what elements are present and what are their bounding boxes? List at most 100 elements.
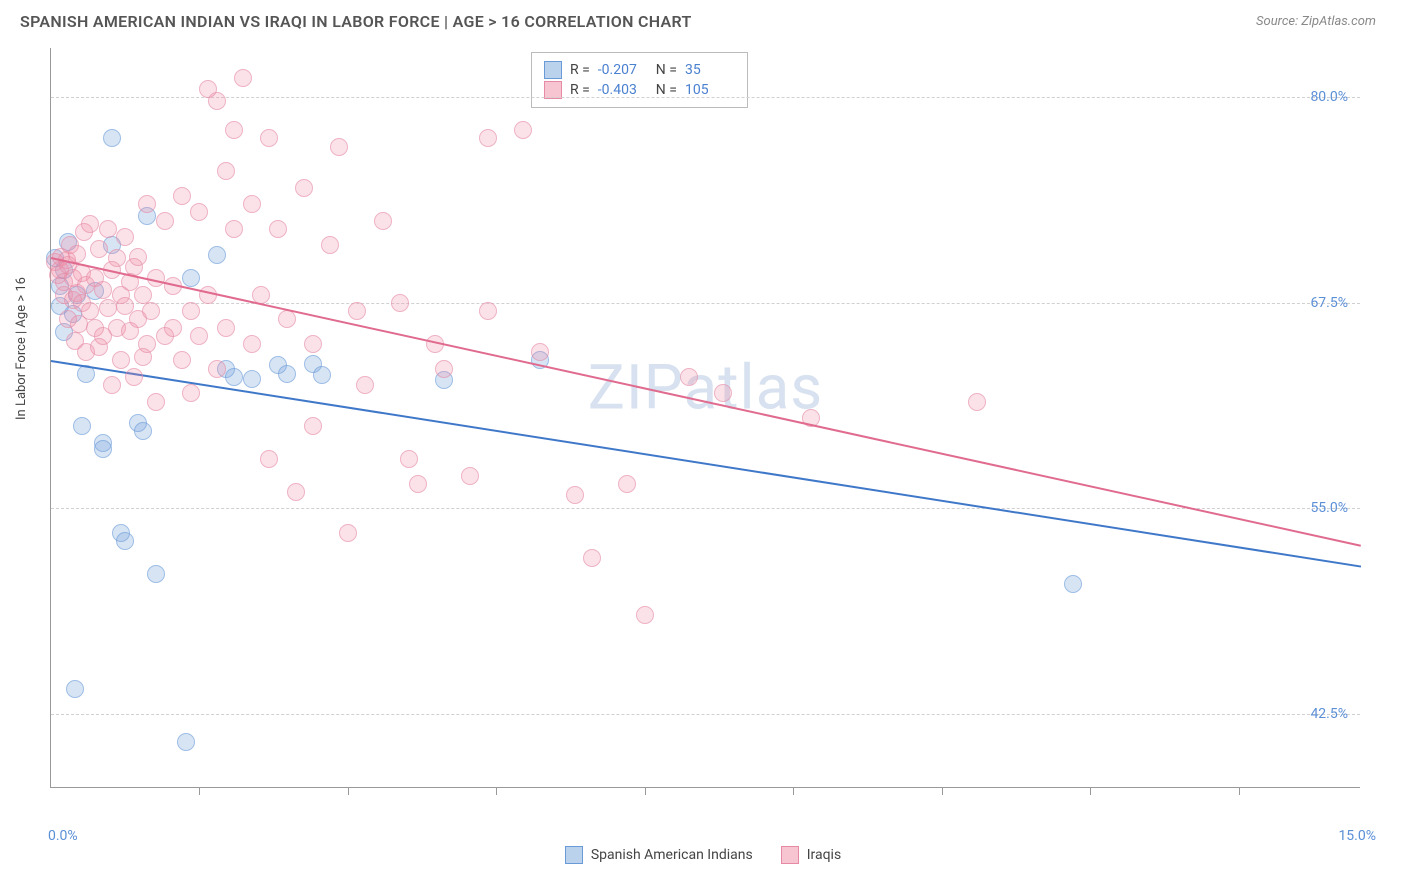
- scatter-point: [269, 220, 287, 238]
- scatter-point: [134, 422, 152, 440]
- scatter-point: [435, 360, 453, 378]
- swatch-pink-icon: [781, 846, 799, 864]
- r-label: R =: [570, 62, 590, 78]
- scatter-point: [142, 302, 160, 320]
- trend-line: [51, 257, 1361, 547]
- x-tick: [1090, 787, 1091, 795]
- scatter-point: [225, 121, 243, 139]
- stats-row-blue: R = -0.207 N = 35: [544, 61, 735, 79]
- scatter-point: [304, 417, 322, 435]
- watermark: ZIPatlas: [588, 351, 824, 424]
- x-tick: [793, 787, 794, 795]
- scatter-point: [409, 475, 427, 493]
- scatter-point: [243, 370, 261, 388]
- swatch-blue-icon: [544, 61, 562, 79]
- scatter-point: [94, 440, 112, 458]
- scatter-point: [116, 532, 134, 550]
- scatter-point: [147, 565, 165, 583]
- scatter-point: [243, 195, 261, 213]
- source-label: Source: ZipAtlas.com: [1256, 14, 1376, 29]
- scatter-point: [208, 92, 226, 110]
- scatter-point: [66, 680, 84, 698]
- scatter-point: [116, 228, 134, 246]
- scatter-point: [583, 549, 601, 567]
- scatter-point: [190, 327, 208, 345]
- x-tick: [496, 787, 497, 795]
- scatter-point: [278, 310, 296, 328]
- scatter-point: [190, 203, 208, 221]
- y-tick-label: 55.0%: [1310, 500, 1348, 516]
- scatter-point: [173, 351, 191, 369]
- scatter-point: [138, 335, 156, 353]
- scatter-point: [400, 450, 418, 468]
- scatter-point: [714, 384, 732, 402]
- stats-legend-box: R = -0.207 N = 35 R = -0.403 N = 105: [531, 52, 748, 108]
- scatter-point: [68, 245, 86, 263]
- scatter-point: [81, 302, 99, 320]
- scatter-point: [225, 368, 243, 386]
- swatch-pink-icon: [544, 81, 562, 99]
- scatter-point: [968, 393, 986, 411]
- scatter-point: [90, 240, 108, 258]
- scatter-point: [182, 269, 200, 287]
- r-label: R =: [570, 82, 590, 98]
- scatter-point: [217, 162, 235, 180]
- scatter-point: [260, 129, 278, 147]
- scatter-point: [134, 286, 152, 304]
- scatter-point: [173, 187, 191, 205]
- scatter-point: [680, 368, 698, 386]
- scatter-point: [374, 212, 392, 230]
- scatter-point: [177, 733, 195, 751]
- gridline-h: [51, 714, 1360, 715]
- legend-item-pink: Iraqis: [781, 846, 841, 864]
- trend-line: [51, 360, 1361, 568]
- scatter-point: [94, 281, 112, 299]
- n-value-blue: 35: [685, 62, 735, 78]
- scatter-point: [99, 220, 117, 238]
- legend-label-blue: Spanish American Indians: [591, 847, 753, 863]
- scatter-point: [73, 417, 91, 435]
- scatter-point: [81, 215, 99, 233]
- scatter-point: [103, 129, 121, 147]
- scatter-point: [103, 376, 121, 394]
- scatter-point: [461, 467, 479, 485]
- gridline-h: [51, 303, 1360, 304]
- n-label: N =: [656, 82, 677, 98]
- scatter-point: [636, 606, 654, 624]
- y-tick-label: 67.5%: [1310, 295, 1348, 311]
- n-value-pink: 105: [685, 82, 735, 98]
- x-tick: [348, 787, 349, 795]
- scatter-point: [164, 319, 182, 337]
- scatter-point: [287, 483, 305, 501]
- scatter-point: [479, 129, 497, 147]
- scatter-point: [225, 220, 243, 238]
- scatter-point: [391, 294, 409, 312]
- scatter-point: [182, 384, 200, 402]
- y-tick-label: 42.5%: [1310, 706, 1348, 722]
- scatter-point: [339, 524, 357, 542]
- scatter-point: [208, 360, 226, 378]
- scatter-point: [304, 335, 322, 353]
- scatter-point: [356, 376, 374, 394]
- scatter-point: [217, 319, 235, 337]
- scatter-point: [243, 335, 261, 353]
- scatter-point: [1064, 575, 1082, 593]
- stats-row-pink: R = -0.403 N = 105: [544, 81, 735, 99]
- scatter-point: [531, 343, 549, 361]
- scatter-point: [514, 121, 532, 139]
- scatter-chart: ZIPatlas R = -0.207 N = 35 R = -0.403 N …: [50, 48, 1360, 788]
- x-tick: [199, 787, 200, 795]
- scatter-point: [479, 302, 497, 320]
- scatter-point: [208, 246, 226, 264]
- n-label: N =: [656, 62, 677, 78]
- swatch-blue-icon: [565, 846, 583, 864]
- gridline-h: [51, 97, 1360, 98]
- scatter-point: [260, 450, 278, 468]
- x-tick-max: 15.0%: [1338, 828, 1376, 844]
- x-tick: [942, 787, 943, 795]
- scatter-point: [125, 368, 143, 386]
- scatter-point: [348, 302, 366, 320]
- scatter-point: [182, 302, 200, 320]
- scatter-point: [330, 138, 348, 156]
- chart-title: SPANISH AMERICAN INDIAN VS IRAQI IN LABO…: [20, 12, 692, 31]
